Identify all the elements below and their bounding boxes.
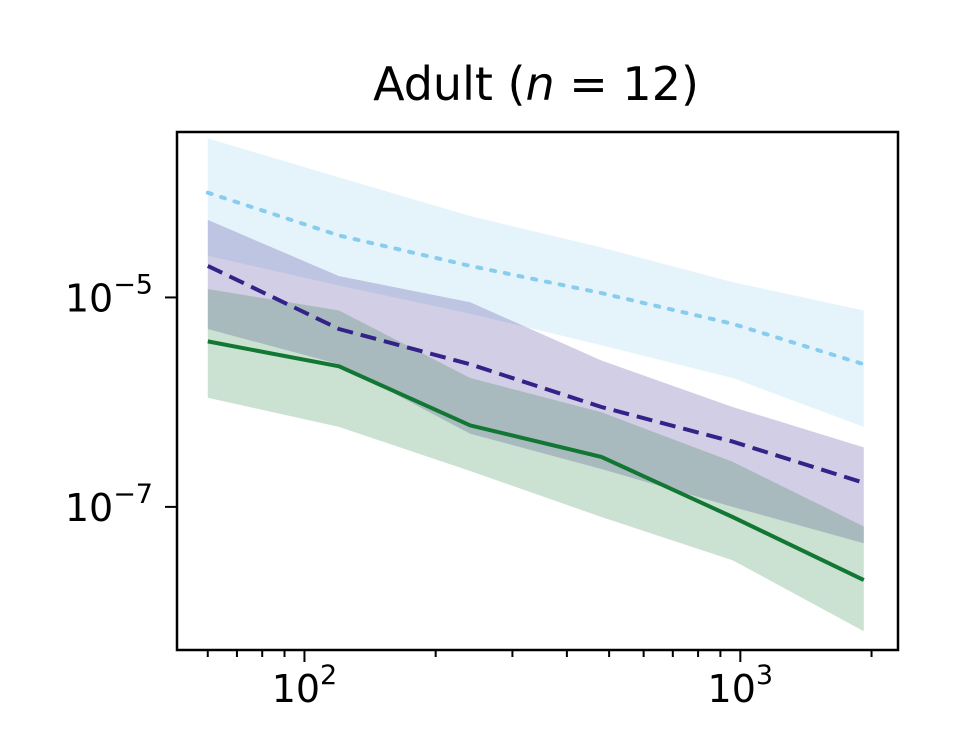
title-variable: n xyxy=(525,57,554,111)
title-suffix: = 12) xyxy=(555,57,699,111)
x-tick-label: 103 xyxy=(708,660,774,711)
y-tick-label: 10−7 xyxy=(65,479,153,530)
band-series-1 xyxy=(207,138,864,427)
x-tick-label: 102 xyxy=(272,660,338,711)
series-lines xyxy=(205,190,866,582)
axis-ticks: 102 103 10−7 10−5 xyxy=(65,269,873,711)
y-tick-label: 10−5 xyxy=(65,269,153,320)
band-series-3 xyxy=(207,289,864,632)
plot-frame xyxy=(175,130,900,652)
band-series-2 xyxy=(207,219,864,544)
title-prefix: Adult ( xyxy=(373,57,525,111)
chart-title: Adult (n = 12) xyxy=(373,57,699,111)
line-series-1 xyxy=(205,190,866,367)
line-series-2 xyxy=(206,264,865,485)
line-series-3 xyxy=(207,339,865,582)
confidence-bands xyxy=(207,138,864,632)
